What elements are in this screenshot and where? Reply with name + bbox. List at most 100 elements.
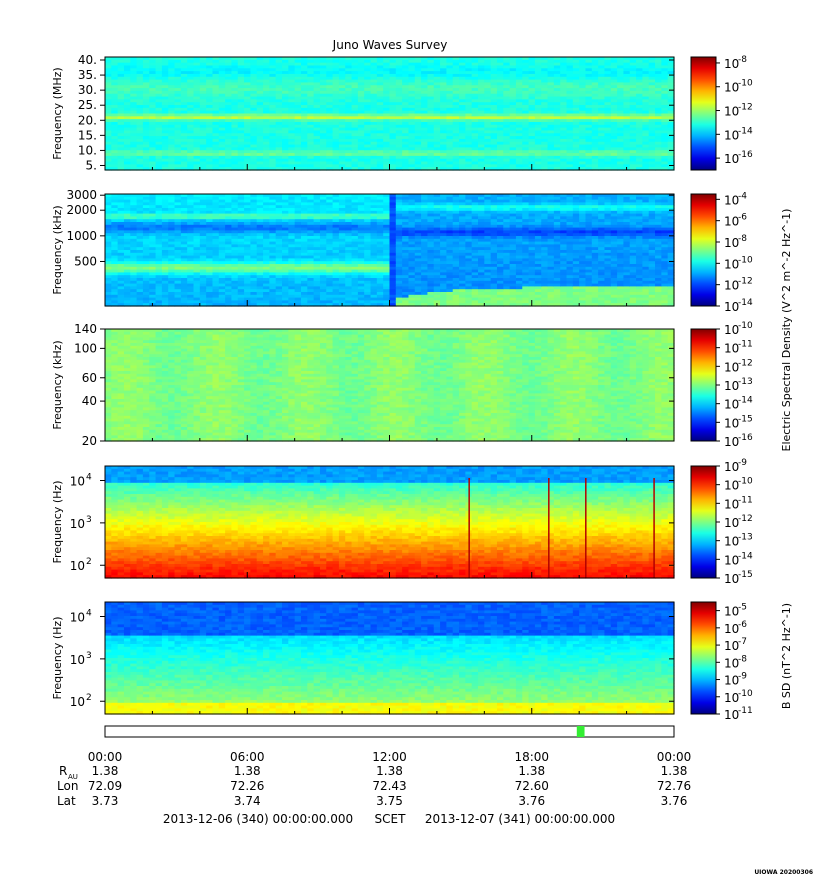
colorbar-gradient: [690, 601, 717, 715]
ytick-label: 25.: [78, 98, 97, 112]
ytick-label: 10: [70, 475, 85, 489]
ytick-label: 3000: [66, 188, 97, 202]
ytick-label: 140: [74, 322, 97, 336]
colorbar-exponent: -12: [738, 358, 753, 368]
ephemeris-table: R AU 1.38 1.38 1.38 1.38 1.38 Lon 72.09 72.26 72.4…: [57, 764, 691, 808]
ytick-label: 30.: [78, 83, 97, 97]
ytick-label: 500: [74, 254, 97, 268]
colorbar-label: 10: [724, 105, 739, 119]
spectrogram-panels: 40.35.30.25.20.15.10.5. Frequency (MHz) 10…: [51, 53, 753, 722]
colorbar-label: 10: [724, 605, 739, 619]
spectrogram-5: [105, 602, 675, 715]
colorbar-label: 10: [724, 57, 739, 71]
colorbar-exponent: -9: [738, 672, 747, 682]
colorbar-exponent: -13: [738, 533, 753, 543]
colorbar-label: 10: [724, 479, 739, 493]
colorbar-label: 10: [724, 416, 739, 430]
colorbar-label: 10: [724, 535, 739, 549]
ytick-label: 100: [74, 341, 97, 355]
colorbar-label: 10: [724, 152, 739, 166]
colorbar-label: 10: [724, 300, 739, 314]
ytick-label: 1000: [66, 229, 97, 243]
colorbar-exponent: -16: [738, 150, 753, 160]
colorbar-label: 10: [724, 236, 739, 250]
ytick-label: 5.: [86, 158, 97, 172]
ephemeris-value: 3.76: [518, 794, 545, 808]
xtick-label: 12:00: [372, 750, 407, 764]
colorbar-exponent: -10: [738, 255, 753, 265]
colorbar-label: 10: [724, 572, 739, 586]
ephemeris-value: 72.60: [515, 779, 549, 793]
colorbar-exponent: -13: [738, 377, 753, 387]
ytick-exponent: 3: [86, 651, 92, 661]
ytick-exponent: 2: [86, 693, 92, 703]
time-start: 2013-12-06 (340) 00:00:00.000: [163, 812, 353, 826]
ytick-label: 20.: [78, 113, 97, 127]
colorbar-exponent: -8: [738, 234, 747, 244]
colorbar-gradient: [690, 193, 717, 307]
magnetic-colorbar-label: B SD (nT^2 Hz^-1): [780, 603, 793, 709]
colorbar-label: 10: [724, 553, 739, 567]
ytick-label: 10: [70, 517, 85, 531]
colorbar-exponent: -8: [738, 654, 747, 664]
colorbar-label: 10: [724, 360, 739, 374]
colorbar-exponent: -11: [738, 495, 753, 505]
spectrogram-1: [105, 57, 675, 171]
spectrogram-4: [105, 466, 675, 579]
ytick-exponent: 4: [86, 473, 92, 483]
ephemeris-value: 3.73: [92, 794, 119, 808]
colorbar-label: 10: [724, 460, 739, 474]
colorbar-label: 10: [724, 128, 739, 142]
colorbar-exponent: -7: [738, 637, 747, 647]
colorbar-exponent: -10: [738, 79, 753, 89]
colorbar-exponent: -11: [738, 706, 753, 716]
xtick-label: 06:00: [230, 750, 265, 764]
ephemeris-label-sub: AU: [68, 773, 78, 781]
ephemeris-value: 72.09: [88, 779, 122, 793]
colorbar-exponent: -12: [738, 103, 753, 113]
colorbar-exponent: -14: [738, 126, 753, 136]
colorbar-label: 10: [724, 342, 739, 356]
ylabel-2: Frequency (kHz): [51, 205, 64, 294]
colorbar-exponent: -6: [738, 620, 747, 630]
colorbar-label: 10: [724, 379, 739, 393]
colorbar-exponent: -4: [738, 191, 747, 201]
ytick-label: 10: [70, 695, 85, 709]
colorbar-exponent: -14: [738, 551, 753, 561]
ytick-exponent: 3: [86, 515, 92, 525]
colorbar-exponent: -9: [738, 458, 747, 468]
colorbar-exponent: -15: [738, 414, 753, 424]
colorbar-exponent: -10: [738, 321, 753, 331]
colorbar-label: 10: [724, 215, 739, 229]
colorbar-gradient: [690, 56, 717, 171]
spectrogram-2: [105, 194, 675, 307]
time-end: 2013-12-07 (341) 00:00:00.000: [425, 812, 615, 826]
ytick-exponent: 4: [86, 609, 92, 619]
ephemeris-value: 1.38: [661, 764, 688, 778]
colorbar-exponent: -16: [738, 433, 753, 443]
panel-1: 40.35.30.25.20.15.10.5. Frequency (MHz) 10…: [51, 53, 753, 172]
ephemeris-value: 3.76: [661, 794, 688, 808]
colorbar-gradient: [690, 328, 717, 442]
ytick-label: 10: [70, 559, 85, 573]
colorbar-label: 10: [724, 193, 739, 207]
colorbar-label: 10: [724, 497, 739, 511]
ephemeris-value: 3.75: [376, 794, 403, 808]
ylabel-3: Frequency (kHz): [51, 340, 64, 429]
ephemeris-value: 3.74: [234, 794, 261, 808]
colorbar-label: 10: [724, 708, 739, 722]
colorbar-exponent: -8: [738, 55, 747, 65]
colorbar-exponent: -10: [738, 689, 753, 699]
colorbar-exponent: -11: [738, 340, 753, 350]
ephemeris-value: 1.38: [234, 764, 261, 778]
ephemeris-value: 1.38: [518, 764, 545, 778]
ytick-label: 10.: [78, 143, 97, 157]
ytick-label: 60: [82, 371, 97, 385]
ylabel-5: Frequency (Hz): [51, 617, 64, 700]
colorbar-label: 10: [724, 516, 739, 530]
